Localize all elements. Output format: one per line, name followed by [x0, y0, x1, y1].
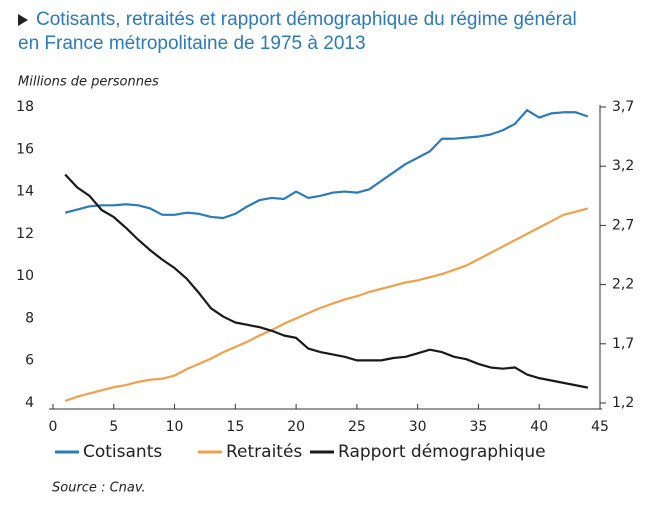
- x-tick-label: 0: [49, 419, 58, 435]
- x-tick-label: 15: [226, 419, 244, 435]
- y2-tick-label: 2,2: [612, 277, 634, 293]
- x-tick-label: 25: [348, 419, 366, 435]
- y-tick-label: 16: [16, 141, 34, 157]
- x-tick-label: 10: [166, 419, 184, 435]
- y-tick-label: 4: [25, 395, 34, 411]
- y2-tick-label: 3,7: [612, 99, 634, 115]
- y-axis-label: Millions de personnes: [18, 75, 159, 90]
- y-tick-label: 18: [16, 99, 34, 115]
- title-marker: [18, 14, 28, 26]
- y-tick-label: 6: [25, 353, 34, 369]
- y-tick-label: 10: [16, 268, 34, 284]
- y2-tick-label: 1,2: [612, 395, 634, 411]
- chart-title: en France métropolitaine de 1975 à 2013: [18, 33, 366, 54]
- x-tick-label: 30: [409, 419, 427, 435]
- x-tick-label: 35: [470, 419, 488, 435]
- legend-label: Rapport démographique: [338, 442, 546, 462]
- series-line: [64, 109, 589, 220]
- x-tick-label: 20: [287, 419, 305, 435]
- x-tick-label: 40: [530, 419, 548, 435]
- y2-tick-label: 1,7: [612, 336, 634, 352]
- series-line: [64, 173, 589, 389]
- y-tick-label: 12: [16, 226, 34, 242]
- x-tick-label: 5: [109, 419, 118, 435]
- legend-label: Cotisants: [83, 442, 162, 462]
- y-tick-label: 8: [25, 310, 34, 326]
- source: Source : Cnav.: [52, 481, 146, 496]
- legend-label: Retraités: [226, 442, 302, 462]
- y-tick-label: 14: [16, 184, 34, 200]
- y2-tick-label: 3,2: [612, 158, 634, 174]
- chart-title: Cotisants, retraités et rapport démograp…: [36, 9, 577, 30]
- y2-tick-label: 2,7: [612, 217, 634, 233]
- x-tick-label: 45: [591, 419, 609, 435]
- series-line: [64, 207, 589, 402]
